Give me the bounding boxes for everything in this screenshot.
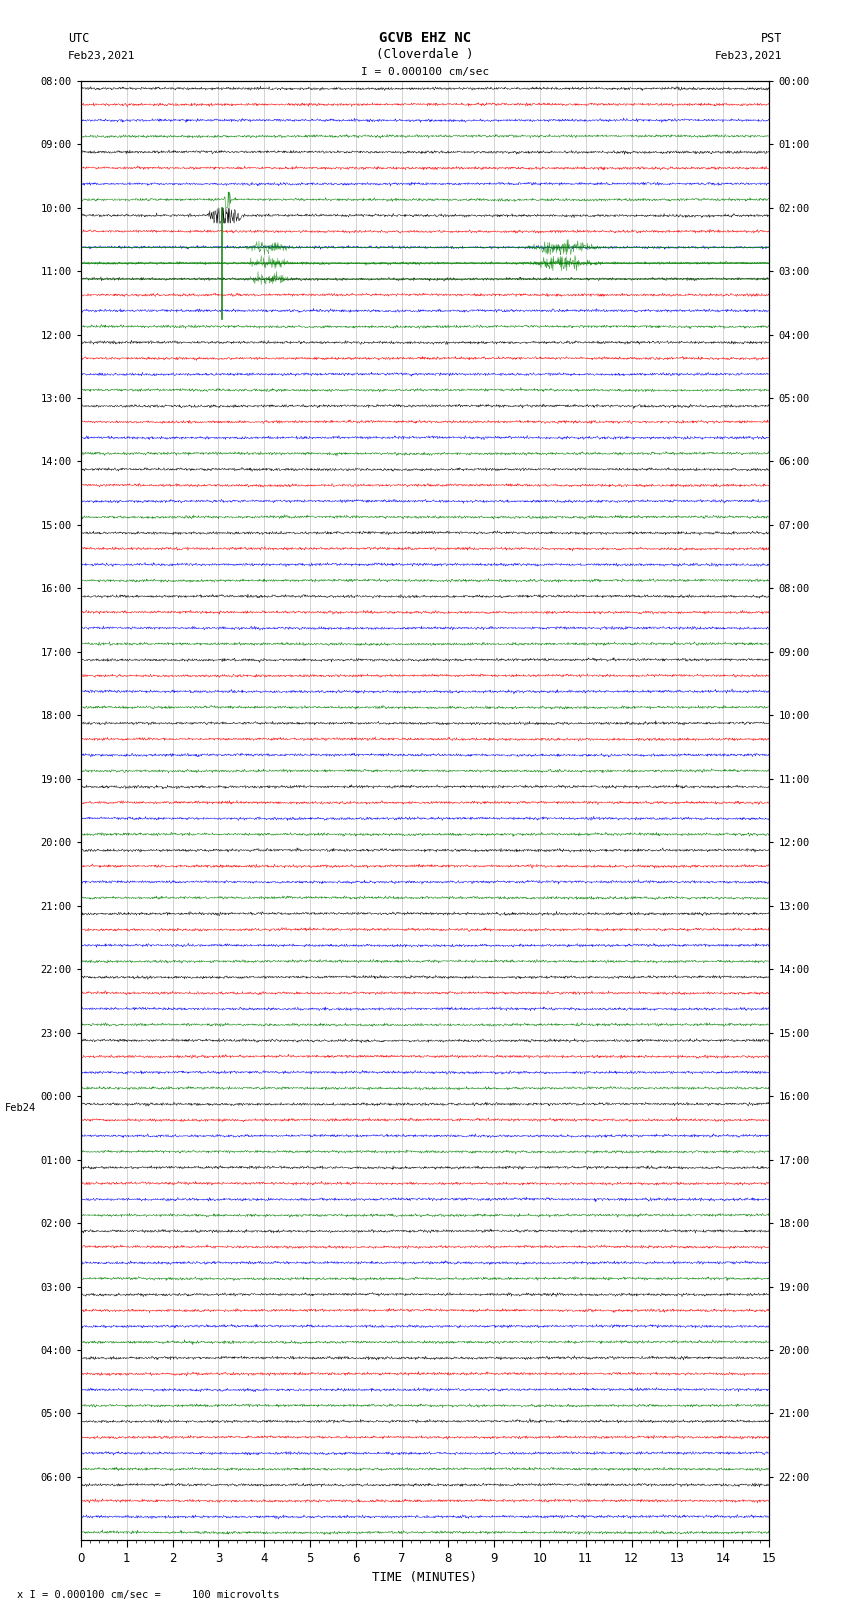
- Text: UTC: UTC: [68, 32, 89, 45]
- Text: Feb23,2021: Feb23,2021: [715, 52, 782, 61]
- Text: PST: PST: [761, 32, 782, 45]
- Text: GCVB EHZ NC: GCVB EHZ NC: [379, 31, 471, 45]
- Text: I = 0.000100 cm/sec: I = 0.000100 cm/sec: [361, 68, 489, 77]
- Text: Feb23,2021: Feb23,2021: [68, 52, 135, 61]
- Text: x I = 0.000100 cm/sec =     100 microvolts: x I = 0.000100 cm/sec = 100 microvolts: [17, 1590, 280, 1600]
- X-axis label: TIME (MINUTES): TIME (MINUTES): [372, 1571, 478, 1584]
- Text: Feb24: Feb24: [5, 1103, 36, 1113]
- Text: (Cloverdale ): (Cloverdale ): [377, 48, 473, 61]
